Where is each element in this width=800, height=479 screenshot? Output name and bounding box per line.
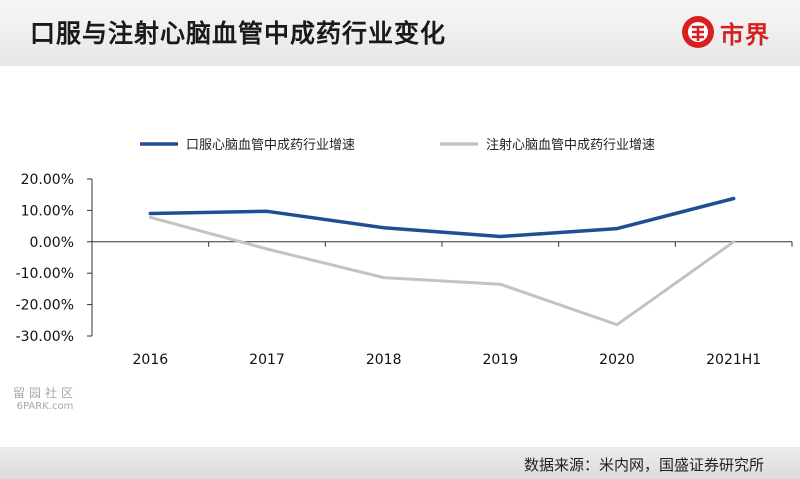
legend-label-2: 注射心脑血管中成药行业增速 — [486, 137, 655, 153]
series-line-1 — [148, 196, 736, 239]
series-line-2 — [148, 215, 736, 327]
line-chart: 口服心脑血管中成药行业增速 注射心脑血管中成药行业增速 20.00% 10.00% 0.… — [16, 137, 793, 368]
brand-logo-icon — [682, 16, 714, 48]
y-tick-label-2: 10.00% — [21, 203, 74, 219]
legend-label-1: 口服心脑血管中成药行业增速 — [186, 138, 355, 153]
footer-bar: 数据来源：米内网，国盛证券研究所 — [0, 447, 800, 479]
y-tick-label-4: -10.00% — [16, 266, 74, 282]
brand-logo: 市界 — [680, 14, 770, 50]
page-title: 口服与注射心脑血管中成药行业变化 — [30, 19, 447, 48]
header-bar: 口服与注射心脑血管中成药行业变化 市界 — [0, 0, 800, 66]
watermark: 留园社区 6PARK.com — [10, 384, 80, 412]
y-tick-label-1: 20.00% — [21, 172, 74, 188]
chart-area: 口服心脑血管中成药行业增速 注射心脑血管中成药行业增速 20.00% 10.00% 0.… — [0, 66, 800, 446]
data-source: 数据来源：米内网，国盛证券研究所 — [523, 456, 764, 474]
x-tick-label-4: 2019 — [483, 352, 519, 368]
watermark-en: 6PARK.com — [16, 401, 74, 412]
y-tick-label-5: -20.00% — [16, 298, 74, 314]
y-tick-label-6: -30.00% — [16, 329, 74, 345]
x-tick-label-5: 2020 — [599, 352, 635, 368]
x-tick-label-1: 2016 — [133, 352, 169, 368]
x-tick-label-2: 2017 — [249, 352, 285, 368]
brand-label: 市界 — [720, 20, 770, 49]
watermark-cn: 留园社区 — [12, 386, 77, 400]
y-tick-label-3: 0.00% — [30, 235, 74, 251]
x-tick-label-3: 2018 — [366, 352, 402, 368]
x-tick-label-6: 2021H1 — [706, 352, 761, 368]
